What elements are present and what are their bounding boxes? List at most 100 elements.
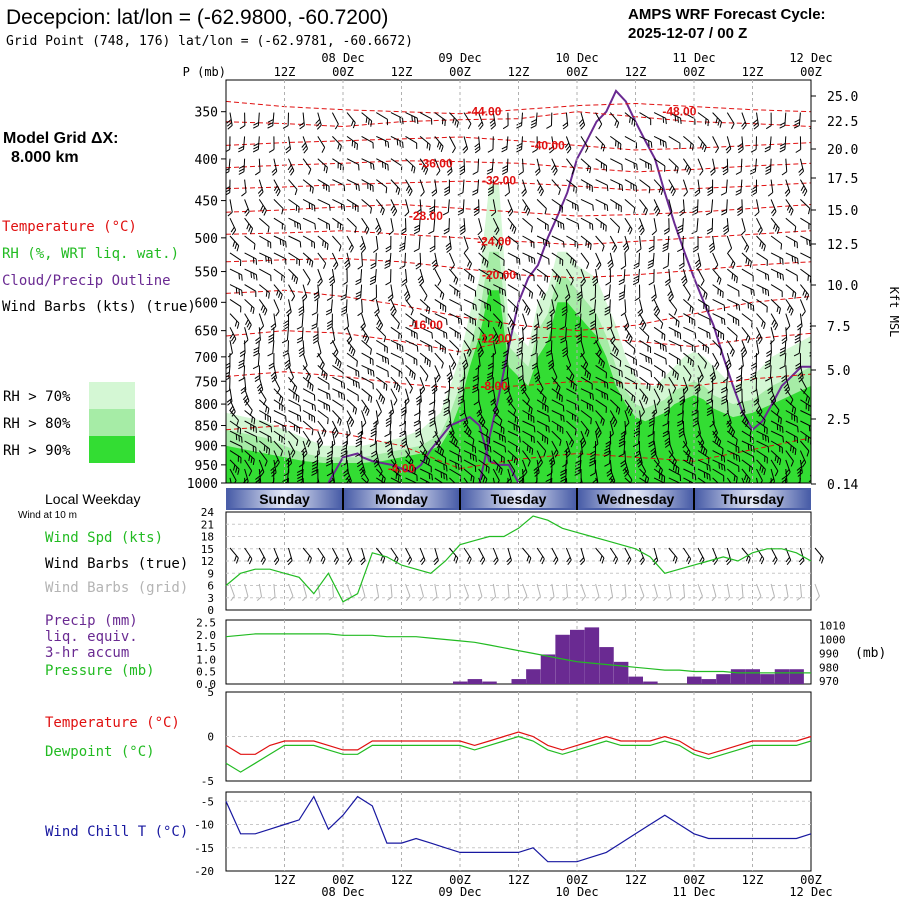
barb-flag — [472, 454, 475, 461]
wind-barb — [244, 299, 255, 315]
barb-flag — [276, 289, 279, 296]
barb-flag — [513, 306, 516, 313]
barb-staff — [331, 468, 335, 482]
barb-flag — [530, 408, 533, 415]
barb-flag — [241, 274, 243, 281]
barb-flag — [358, 164, 360, 171]
barb-staff — [288, 420, 300, 429]
barb-flag — [319, 361, 324, 368]
barb-flag — [424, 357, 427, 364]
barb-flag — [472, 374, 479, 379]
wind-barb — [507, 268, 521, 281]
barb-flag — [311, 323, 318, 327]
barb-staff — [815, 199, 826, 206]
barb-flag — [454, 330, 456, 337]
barb-flag — [533, 426, 536, 433]
barb-flag — [452, 117, 455, 124]
wind-barb — [419, 112, 433, 125]
barb-flag — [423, 451, 428, 458]
barb-staff — [258, 468, 262, 482]
wind-barb — [384, 252, 392, 269]
barb-flag — [312, 336, 319, 341]
barb-flag — [340, 463, 347, 467]
barb-staff — [522, 313, 528, 327]
barb-flag — [271, 374, 277, 380]
wind-barb — [448, 352, 457, 370]
barb-staff — [346, 252, 351, 266]
barb-flag — [464, 247, 469, 254]
time-tick-label: 12Z — [508, 873, 530, 887]
barb-staff — [507, 450, 518, 460]
wind-barb — [811, 285, 823, 302]
wind-barb — [346, 376, 360, 389]
barb-flag — [282, 125, 289, 129]
wind-barb — [282, 112, 289, 129]
wind-barb — [361, 376, 374, 390]
wind-barb — [229, 430, 243, 443]
wind-barb — [390, 339, 404, 353]
barb-staff — [288, 365, 294, 378]
barb-staff — [244, 199, 250, 212]
barb-flag — [812, 149, 817, 153]
barb-flag — [455, 278, 459, 285]
barb-flag — [238, 365, 244, 370]
wind-barb — [229, 298, 242, 313]
barb-staff — [478, 450, 491, 457]
barb-flag — [238, 359, 245, 364]
wind-barb — [355, 269, 363, 286]
barb-flag — [429, 361, 431, 367]
barb-staff — [258, 459, 265, 473]
barb-flag — [343, 185, 346, 192]
barb-flag — [339, 419, 342, 426]
barb-flag — [291, 295, 296, 302]
wind-speed-label: Wind Spd (kts) — [45, 530, 163, 546]
barb-flag — [818, 276, 824, 282]
barb-staff — [390, 440, 394, 454]
barb-flag — [311, 385, 314, 392]
barb-flag — [439, 448, 443, 455]
barb-flag — [226, 122, 233, 127]
barb-staff — [449, 459, 462, 466]
pressure-tick-label: 400 — [195, 153, 218, 168]
barb-flag — [298, 349, 305, 355]
wind-barb — [492, 313, 503, 329]
barb-flag — [267, 257, 270, 263]
precip-bar — [628, 676, 643, 684]
barb-flag — [478, 349, 483, 355]
barb-flag — [238, 273, 240, 280]
barb-flag — [504, 274, 506, 281]
barb-staff — [696, 199, 699, 213]
wind-barb — [302, 410, 316, 423]
barb-flag — [460, 230, 466, 235]
barb-flag — [372, 164, 375, 171]
barb-staff — [332, 235, 342, 247]
barb-flag — [255, 274, 258, 281]
barb-flag — [823, 260, 828, 266]
barb-flag — [384, 265, 390, 269]
barb-flag — [372, 142, 374, 149]
barb-flag — [457, 464, 460, 471]
barb-flag — [267, 435, 269, 442]
wind-barb — [443, 218, 450, 235]
barb-flag — [472, 383, 479, 388]
chill-y-tick: -20 — [194, 865, 214, 878]
wind-barb — [346, 388, 359, 402]
wind-barb — [387, 440, 394, 458]
wind-barb — [252, 136, 260, 153]
barb-staff — [273, 252, 286, 260]
barb-flag — [474, 290, 477, 297]
wind-barb — [419, 352, 431, 367]
barb-staff — [375, 459, 383, 472]
barb-flag — [321, 428, 325, 435]
barb-staff — [799, 327, 801, 341]
wind-barb — [326, 459, 333, 477]
barb-flag — [442, 304, 444, 311]
barb-flag — [457, 398, 464, 402]
time-tick-label: 12Z — [742, 873, 764, 887]
barb-staff — [463, 450, 476, 457]
barb-staff — [331, 431, 336, 444]
barb-flag — [288, 167, 294, 173]
barb-flag — [459, 171, 465, 176]
barb-staff — [317, 399, 330, 407]
barb-staff — [389, 420, 392, 434]
